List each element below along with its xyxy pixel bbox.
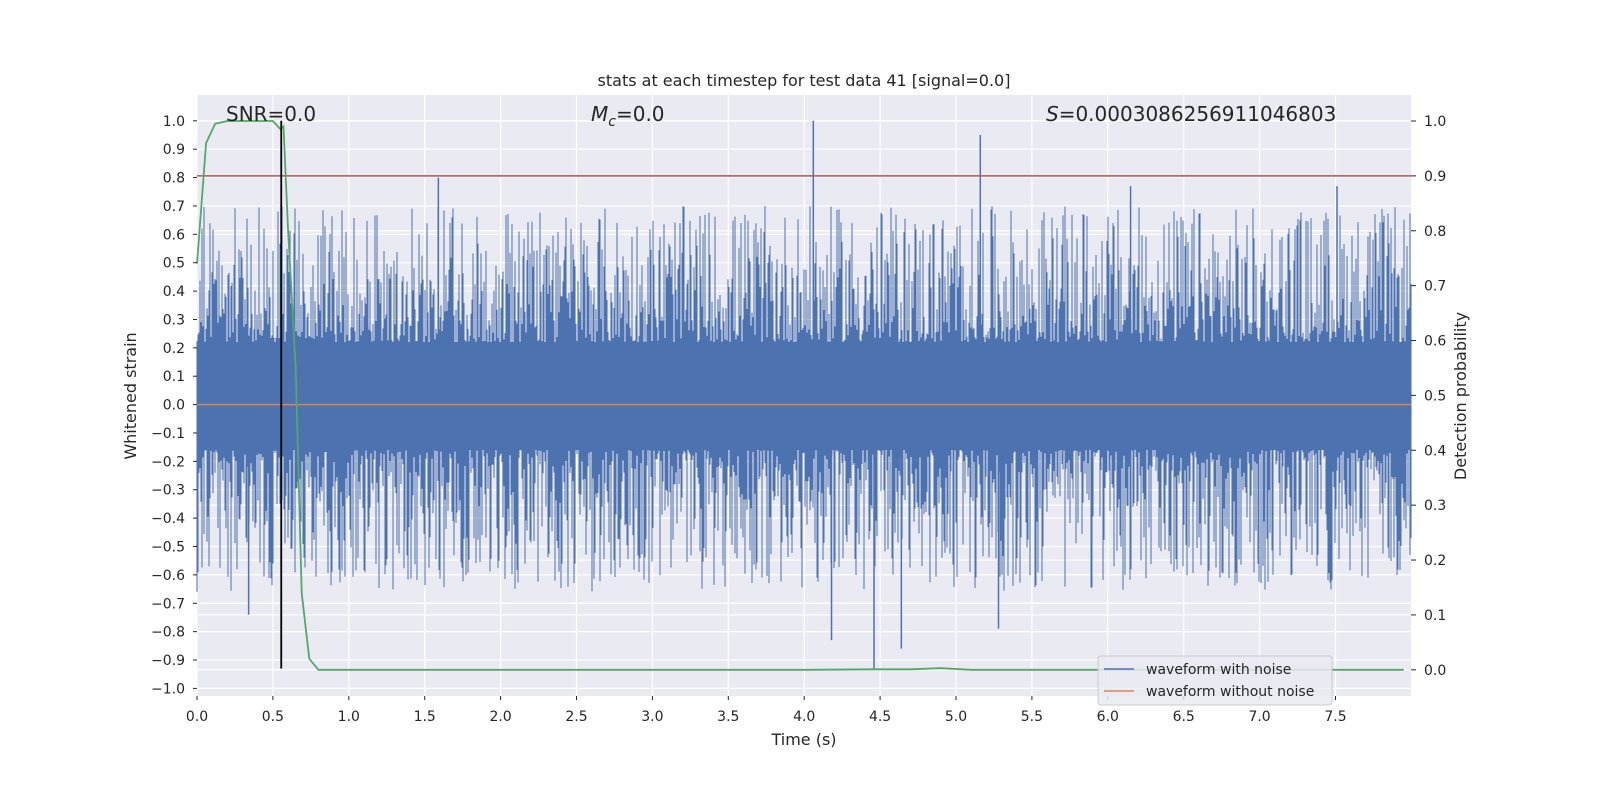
- x-tick-label-7: 3.5: [717, 709, 739, 725]
- y-tick-label-20: −1.0: [151, 681, 185, 697]
- legend: waveform with noise waveform without noi…: [1097, 655, 1333, 706]
- y-right-tick-label-10: 0.0: [1424, 663, 1446, 679]
- legend-box: [1097, 655, 1333, 706]
- y-tick-label-9: 0.1: [163, 369, 185, 385]
- x-axis-label: Time (s): [770, 730, 836, 749]
- y-right-tick-label-3: 0.7: [1424, 279, 1446, 295]
- y-right-tick-label-5: 0.5: [1424, 388, 1446, 404]
- line-series: [196, 120, 1412, 671]
- x-tick-label-15: 7.5: [1324, 709, 1346, 725]
- y-tick-label-18: −0.8: [151, 625, 185, 641]
- x-tick-label-1: 0.5: [262, 709, 284, 725]
- x-tick-label-9: 4.5: [869, 709, 891, 725]
- x-tick-label-11: 5.5: [1021, 709, 1043, 725]
- y-tick-label-16: −0.6: [151, 568, 185, 584]
- legend-label-clean: waveform without noise: [1146, 684, 1314, 700]
- mc-symbol: M: [591, 102, 608, 126]
- y-tick-label-6: 0.4: [163, 284, 185, 300]
- y-right-axis-label: Detection probability: [1451, 312, 1470, 480]
- mc-subscript: c: [608, 114, 616, 130]
- y-tick-label-2: 0.8: [163, 171, 185, 187]
- y-tick-label-1: 0.9: [163, 142, 185, 158]
- chart-title: stats at each timestep for test data 41 …: [598, 71, 1011, 90]
- detection-probability-line: [196, 120, 1404, 671]
- y-right-tick-label-9: 0.1: [1424, 608, 1446, 624]
- y-right-tick-label-2: 0.8: [1424, 224, 1446, 240]
- noise-series: [196, 120, 1412, 669]
- y-tick-label-15: −0.5: [151, 540, 185, 556]
- y-right-tick-label-1: 0.9: [1424, 169, 1446, 185]
- y-axis-label: Whitened strain: [121, 332, 140, 459]
- y-tick-label-14: −0.4: [151, 511, 185, 527]
- x-tick-label-10: 5.0: [945, 709, 967, 725]
- mc-annotation: Mc=0.0: [591, 102, 665, 130]
- y-tick-label-5: 0.5: [163, 256, 185, 272]
- x-tick-label-13: 6.5: [1173, 709, 1195, 725]
- x-tick-label-3: 1.5: [414, 709, 436, 725]
- y-tick-label-7: 0.3: [163, 312, 185, 328]
- y-tick-label-3: 0.7: [163, 199, 185, 215]
- noise-trace: [196, 206, 1412, 592]
- y-tick-label-4: 0.6: [163, 227, 185, 243]
- y-tick-label-11: −0.1: [151, 426, 185, 442]
- y-right-tick-label-0: 1.0: [1424, 114, 1446, 130]
- x-tick-label-8: 4.0: [793, 709, 815, 725]
- x-tick-label-14: 7.0: [1248, 709, 1270, 725]
- s-symbol: S: [1046, 102, 1059, 126]
- x-tick-label-12: 6.0: [1097, 709, 1119, 725]
- y-right-tick-label-7: 0.3: [1424, 498, 1446, 514]
- tick-labels: 0.0 0.5 1.0 1.5 2.0 2.5 3.0 3.5 4.0 4.5 5.0 5.5 6.0 6…: [151, 114, 1446, 725]
- x-tick-label-0: 0.0: [186, 709, 208, 725]
- x-tick-label-5: 2.5: [565, 709, 587, 725]
- y-right-tick-label-8: 0.2: [1424, 553, 1446, 569]
- y-tick-label-13: −0.3: [151, 483, 185, 499]
- y-tick-label-0: 1.0: [163, 114, 185, 130]
- y-tick-label-10: 0.0: [163, 398, 185, 414]
- s-annotation: S=0.0003086256911046803: [1046, 102, 1336, 126]
- y-tick-label-12: −0.2: [151, 454, 185, 470]
- legend-label-noise: waveform with noise: [1146, 662, 1291, 678]
- y-right-tick-label-6: 0.4: [1424, 443, 1446, 459]
- y-tick-label-17: −0.7: [151, 596, 185, 612]
- x-tick-label-4: 2.0: [489, 709, 511, 725]
- y-tick-label-19: −0.9: [151, 653, 185, 669]
- x-tick-label-6: 3.0: [641, 709, 663, 725]
- y-tick-label-8: 0.2: [163, 341, 185, 357]
- s-value: =0.0003086256911046803: [1059, 102, 1337, 126]
- snr-annotation: SNR=0.0: [226, 102, 316, 126]
- mc-value: =0.0: [616, 102, 665, 126]
- x-tick-label-2: 1.0: [338, 709, 360, 725]
- y-right-tick-label-4: 0.6: [1424, 334, 1446, 350]
